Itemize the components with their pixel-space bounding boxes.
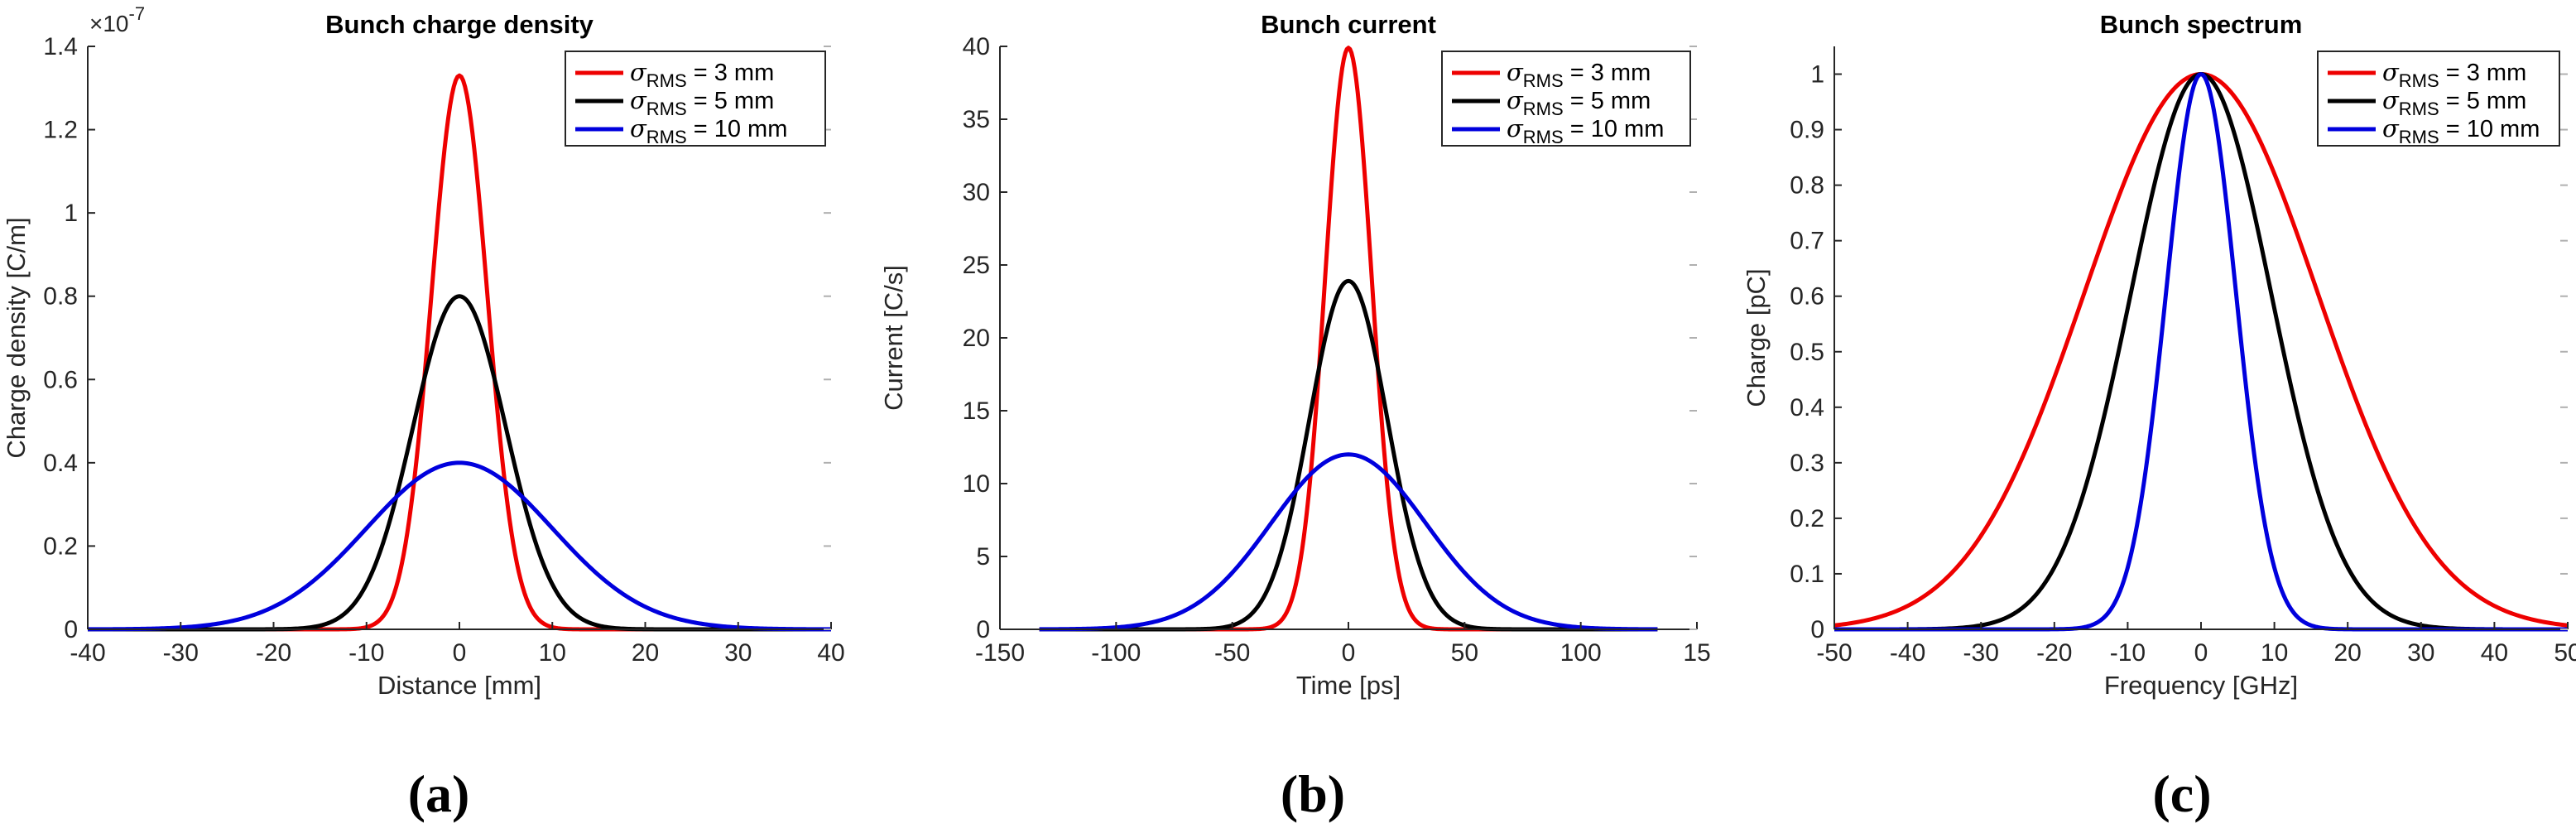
- x-tick-label: 0: [1342, 639, 1356, 667]
- x-axis-label: Frequency [GHz]: [2104, 671, 2298, 700]
- x-tick-label: 15: [1683, 639, 1710, 667]
- y-tick-label: 35: [963, 106, 990, 133]
- x-tick-label: -30: [1963, 639, 1999, 667]
- panel-b: -150 -100 -50 0 50 100 150510152025303540Bunch…: [879, 10, 1711, 823]
- panel-label: (b): [1281, 764, 1345, 823]
- y-axis-label: Charge density [C/m]: [2, 217, 31, 458]
- series-line-3: [1039, 452, 1658, 632]
- y-tick-label: 0.2: [43, 532, 78, 560]
- x-tick-label: 40: [2481, 639, 2508, 667]
- x-tick-label: -20: [256, 639, 291, 667]
- panel-label: (a): [408, 764, 470, 823]
- x-tick-label: 20: [632, 639, 659, 667]
- x-tick-label: -10: [2110, 639, 2146, 667]
- y-tick-label: 0: [1810, 616, 1824, 643]
- y-tick-label: 0.2: [1790, 505, 1824, 532]
- y-exponent-label: ×10-7: [89, 3, 145, 36]
- y-tick-label: 0: [64, 616, 78, 643]
- x-tick-label: -30: [163, 639, 199, 667]
- x-tick-label: 0: [453, 639, 467, 667]
- chart-title: Bunch charge density: [325, 10, 594, 39]
- x-tick-label: -40: [1890, 639, 1925, 667]
- y-tick-label: 5: [976, 543, 990, 571]
- legend-entry: σRMS = 3 mm: [630, 58, 774, 91]
- panel-c: -50 -40 -30 -20 -10 0 10 20 30 40 50 0 0.1 0.2 0.3 0.4 0…: [1742, 10, 2576, 823]
- x-tick-label: -20: [2036, 639, 2072, 667]
- x-tick-label: -100: [1091, 639, 1141, 667]
- x-tick-label: 40: [817, 639, 844, 667]
- legend-entry: σRMS = 10 mm: [1507, 114, 1664, 147]
- panel-label: (c): [2152, 764, 2211, 823]
- x-tick-label: 10: [539, 639, 566, 667]
- x-tick-label: -150: [975, 639, 1025, 667]
- x-tick-label: -50: [1214, 639, 1250, 667]
- x-tick-label: 50: [1451, 639, 1478, 667]
- x-tick-label: -40: [70, 639, 105, 667]
- x-tick-label: 30: [2407, 639, 2434, 667]
- y-tick-label: 25: [963, 252, 990, 279]
- x-tick-label: 10: [2261, 639, 2288, 667]
- x-tick-label: 50: [2554, 639, 2576, 667]
- y-tick-label: 20: [963, 325, 990, 352]
- y-tick-label: 0: [976, 616, 990, 643]
- legend-entry: σRMS = 10 mm: [2382, 114, 2540, 147]
- x-axis-label: Time [ps]: [1296, 671, 1401, 700]
- y-tick-label: 0.5: [1790, 339, 1824, 366]
- series-line-3: [87, 460, 832, 632]
- y-tick-label: 1: [1810, 61, 1824, 89]
- y-tick-label: 0.6: [1790, 283, 1824, 311]
- chart-title: Bunch spectrum: [2100, 10, 2303, 39]
- x-axis-label: Distance [mm]: [377, 671, 541, 700]
- x-tick-label: -10: [348, 639, 384, 667]
- legend-entry: σRMS = 5 mm: [630, 86, 774, 119]
- y-axis-label: Current [C/s]: [879, 265, 908, 411]
- x-tick-label: 30: [724, 639, 752, 667]
- y-tick-label: 0.4: [43, 450, 78, 477]
- y-tick-label: 0.1: [1790, 561, 1824, 588]
- y-tick-label: 0.8: [1790, 172, 1824, 200]
- x-tick-label: 20: [2334, 639, 2362, 667]
- panel-a: -40 -30 -20 -10 0 10 20 30 40 0 0.2 0.4 0.6 0.8 1 1.2 1.…: [2, 3, 845, 823]
- x-tick-label: 0: [2194, 639, 2208, 667]
- legend-entry: σRMS = 3 mm: [2382, 58, 2526, 91]
- legend-entry: σRMS = 5 mm: [1507, 86, 1651, 119]
- y-tick-label: 10: [963, 470, 990, 498]
- y-tick-label: 0.7: [1790, 228, 1824, 255]
- y-tick-label: 0.8: [43, 283, 78, 311]
- y-tick-label: 0.9: [1790, 117, 1824, 144]
- y-axis-label: Charge [pC]: [1742, 268, 1771, 407]
- y-tick-label: 40: [963, 33, 990, 60]
- legend-entry: σRMS = 10 mm: [630, 114, 787, 147]
- y-tick-label: 30: [963, 179, 990, 206]
- y-tick-label: 0.6: [43, 366, 78, 393]
- chart-title: Bunch current: [1261, 10, 1436, 39]
- y-tick-label: 0.4: [1790, 394, 1824, 421]
- x-tick-label: 100: [1560, 639, 1602, 667]
- x-tick-label: -50: [1816, 639, 1852, 667]
- y-tick-label: 1.2: [43, 117, 78, 144]
- legend-entry: σRMS = 5 mm: [2382, 86, 2526, 119]
- legend-entry: σRMS = 3 mm: [1507, 58, 1651, 91]
- y-tick-label: 1: [64, 200, 78, 227]
- y-tick-label: 0.3: [1790, 450, 1824, 477]
- y-tick-label: 1.4: [43, 33, 78, 60]
- y-tick-label: 15: [963, 397, 990, 425]
